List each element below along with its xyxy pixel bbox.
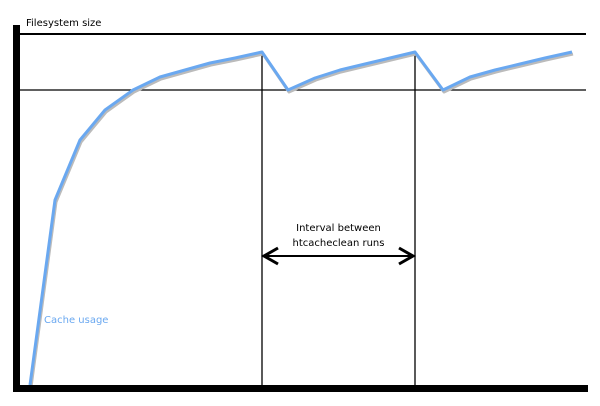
cache-usage-label: Cache usage — [44, 315, 109, 326]
y-axis-label: Filesystem size — [26, 18, 102, 29]
cache-usage-curve — [28, 50, 573, 386]
x-axis — [13, 385, 588, 392]
interval-label: Interval between htcacheclean runs — [262, 221, 415, 251]
interval-label-line1: Interval between — [296, 223, 381, 234]
cache-usage-shadow — [29, 52, 574, 388]
interval-label-line2: htcacheclean runs — [292, 238, 385, 249]
y-axis — [13, 25, 20, 392]
